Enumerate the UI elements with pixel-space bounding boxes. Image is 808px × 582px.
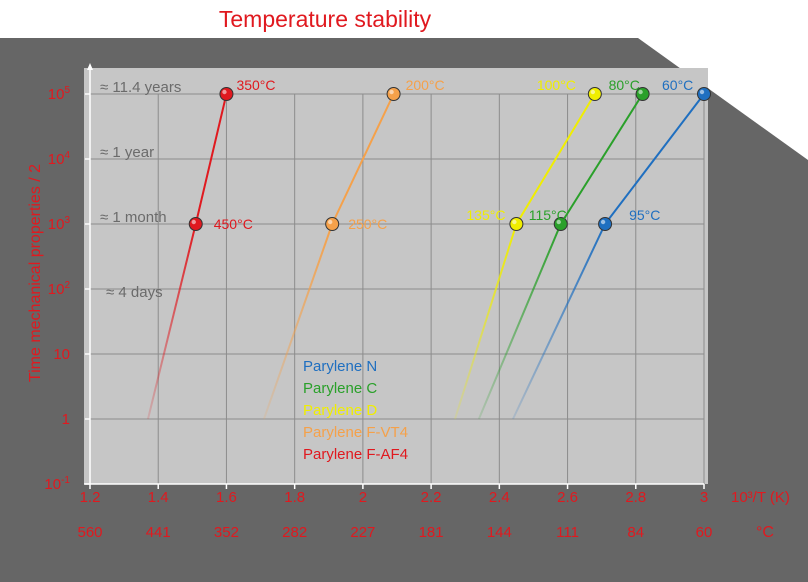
- point-label: 80°C: [609, 77, 640, 93]
- legend-entry: Parylene F-VT4: [303, 424, 408, 441]
- x-tick-label: 1.6: [216, 489, 237, 506]
- y-tick-label: 105: [48, 85, 71, 103]
- data-point: [587, 87, 602, 101]
- x-celsius-tick-label: 352: [214, 524, 239, 541]
- data-point-highlight: [600, 219, 606, 225]
- y-tick-label: 10-1: [44, 475, 70, 493]
- data-point-highlight: [556, 219, 561, 225]
- data-point-highlight: [191, 219, 196, 225]
- y-axis-title: Time mechanical properties / 2: [27, 164, 44, 382]
- data-point: [219, 87, 234, 101]
- x-tick-label: 2: [359, 489, 367, 506]
- x-celsius-tick-label: 441: [146, 524, 171, 541]
- x-celsius-tick-label: 560: [77, 524, 102, 541]
- y-tick-label: 104: [48, 150, 71, 168]
- x-tick-label: 1.8: [284, 489, 305, 506]
- data-point: [325, 217, 340, 231]
- series-line-faded: [477, 223, 562, 420]
- y-tick-label: 1: [62, 411, 70, 428]
- x-celsius-tick-label: 181: [419, 524, 444, 541]
- point-label: 60°C: [662, 77, 693, 93]
- time-annotation: ≈ 1 month: [100, 209, 167, 226]
- x-celsius-tick-label: 144: [487, 524, 512, 541]
- series-line: [194, 93, 228, 225]
- x-tick-label: 2.2: [421, 489, 442, 506]
- series-line: [559, 93, 644, 225]
- time-annotation: ≈ 4 days: [106, 284, 163, 301]
- point-label: 135°C: [466, 207, 505, 223]
- point-label: 250°C: [348, 216, 387, 232]
- data-point-highlight: [327, 219, 333, 225]
- point-label: 95°C: [629, 207, 660, 223]
- point-label: 450°C: [214, 216, 253, 232]
- point-label: 115°C: [529, 207, 567, 223]
- point-label: 200°C: [406, 77, 445, 93]
- series-line: [515, 93, 596, 225]
- legend-entry: Parylene C: [303, 380, 377, 397]
- y-tick-label: 10: [53, 346, 70, 363]
- x-celsius-tick-label: 227: [350, 524, 375, 541]
- x-tick-label: 2.4: [489, 489, 510, 506]
- data-point-highlight: [590, 89, 596, 95]
- data-point-highlight: [638, 89, 643, 95]
- series-line-faded: [263, 223, 334, 420]
- series-line-faded: [147, 223, 197, 420]
- data-point: [598, 217, 613, 231]
- point-label: 100°C: [537, 77, 576, 93]
- data-point-highlight: [699, 89, 705, 95]
- x-tick-label: 1.2: [80, 489, 101, 506]
- series-line: [604, 93, 705, 225]
- point-label: 350°C: [236, 77, 275, 93]
- x-axis-title: 10³/T (K): [731, 489, 790, 506]
- x-tick-label: 3: [700, 489, 708, 506]
- data-point: [509, 217, 524, 231]
- time-annotation: ≈ 11.4 years: [100, 79, 181, 96]
- series-line: [331, 93, 395, 225]
- time-annotation: ≈ 1 year: [100, 144, 154, 161]
- series-line-faded: [512, 223, 606, 420]
- legend-entry: Parylene F-AF4: [303, 446, 408, 463]
- data-point: [386, 87, 401, 101]
- y-tick-label: 103: [48, 215, 71, 233]
- x-tick-label: 2.6: [557, 489, 578, 506]
- x-tick-label: 2.8: [625, 489, 646, 506]
- x-tick-label: 1.4: [148, 489, 169, 506]
- data-point-highlight: [512, 219, 517, 225]
- x-celsius-tick-label: 84: [627, 524, 644, 541]
- x-celsius-tick-label: 111: [556, 524, 579, 541]
- x-celsius-axis-title: °C: [756, 524, 774, 541]
- chart-title: Temperature stability: [218, 6, 432, 32]
- legend-entry: Parylene D: [303, 402, 377, 419]
- data-point: [697, 87, 711, 101]
- data-point-highlight: [389, 89, 394, 95]
- data-point-highlight: [222, 89, 227, 95]
- series-line-faded: [454, 223, 518, 420]
- data-point: [188, 217, 203, 231]
- x-celsius-tick-label: 60: [696, 524, 713, 541]
- legend-entry: Parylene N: [303, 358, 377, 375]
- x-celsius-tick-label: 282: [282, 524, 307, 541]
- y-tick-label: 102: [48, 280, 71, 298]
- y-axis-arrow: [87, 63, 93, 70]
